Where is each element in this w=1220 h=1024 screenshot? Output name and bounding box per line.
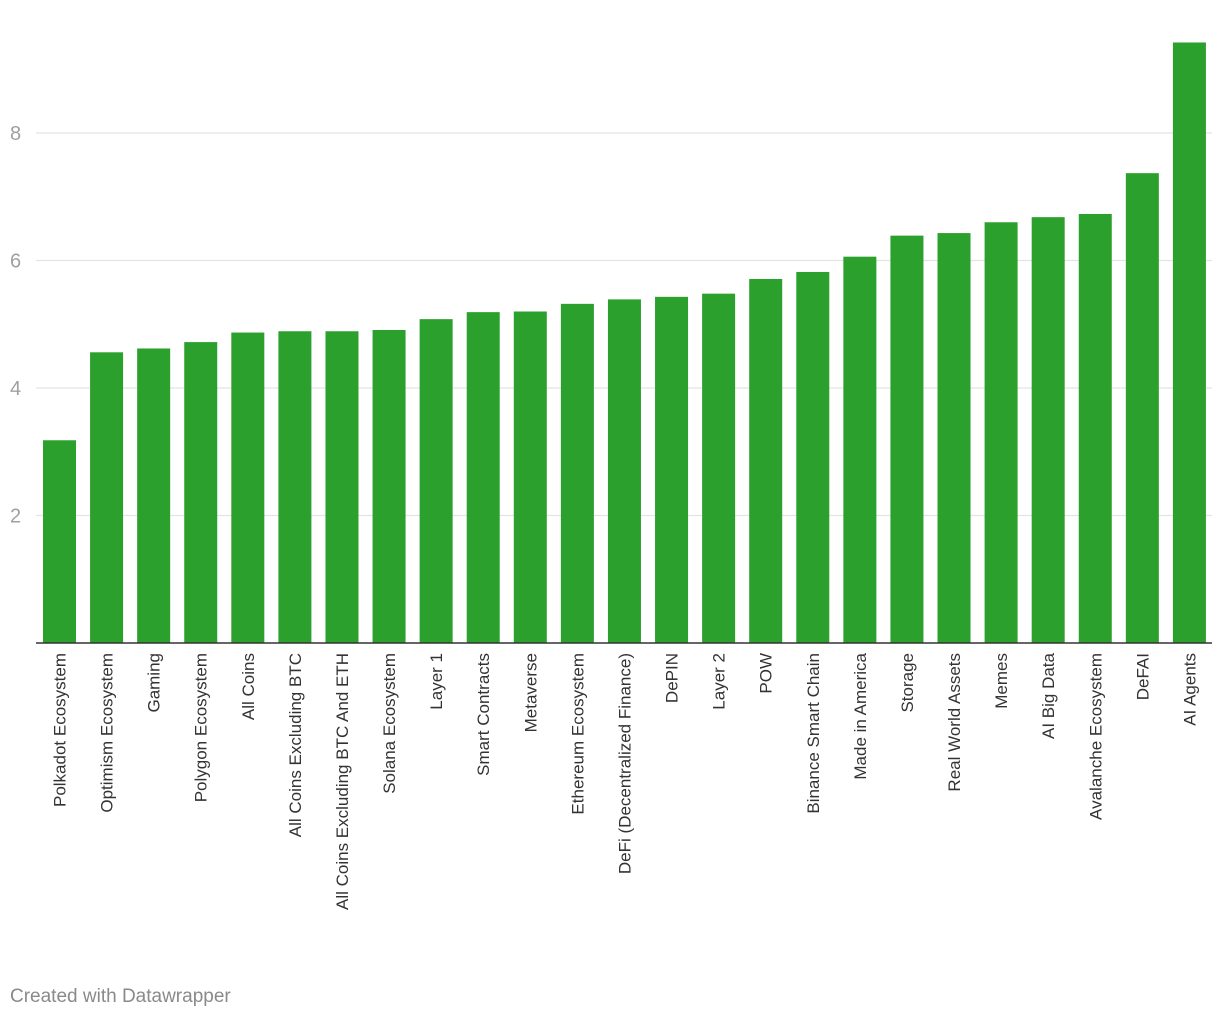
bar[interactable] [231,332,265,643]
bar[interactable] [466,312,500,643]
category-label: Polygon Ecosystem [192,653,211,802]
bar[interactable] [1078,213,1112,643]
y-tick-label: 8 [10,123,21,145]
category-label: Solana Ecosystem [380,653,399,794]
bar-chart: 2 4 6 8 Polkadot Ecosystem Optimism Ecosyste… [10,42,1212,910]
bar[interactable] [419,319,453,643]
category-label: Made in America [851,652,870,779]
category-label: Optimism Ecosystem [98,653,117,813]
category-label: AI Big Data [1039,652,1058,739]
bar[interactable] [90,352,124,643]
bar[interactable] [937,233,971,643]
category-label: AI Agents [1180,653,1199,726]
category-label: DePIN [663,653,682,703]
bar[interactable] [560,303,594,643]
category-label: DeFAI [1133,653,1152,700]
category-label: Real World Assets [945,653,964,792]
bar[interactable] [796,271,830,643]
bar[interactable] [278,331,312,643]
category-label: Layer 2 [710,653,729,710]
category-label: Gaming [145,653,164,713]
bars [43,42,1206,644]
category-label: All Coins Excluding BTC [286,653,305,837]
bar[interactable] [372,329,406,643]
bar[interactable] [1125,173,1159,643]
bar[interactable] [184,342,218,643]
bar[interactable] [607,299,641,643]
category-label: Polkadot Ecosystem [51,653,70,807]
category-label: All Coins [239,653,258,720]
bar[interactable] [702,293,736,643]
bar[interactable] [1172,42,1206,644]
category-label: Storage [898,653,917,713]
category-label: Metaverse [521,653,540,732]
bar[interactable] [43,440,76,643]
category-label: Layer 1 [427,653,446,710]
bar[interactable] [843,256,877,643]
category-label: Smart Contracts [474,653,493,776]
category-label: Ethereum Ecosystem [568,653,587,815]
category-label: DeFi (Decentralized Finance) [615,653,634,874]
y-tick-label: 6 [10,251,21,273]
bar[interactable] [984,222,1018,643]
category-label: Memes [992,653,1011,709]
bar[interactable] [890,235,924,643]
credit-text[interactable]: Created with Datawrapper [10,986,231,1007]
bar[interactable] [137,348,171,643]
y-tick-label: 4 [10,378,21,400]
x-axis: Polkadot Ecosystem Optimism Ecosystem Gami… [36,642,1212,910]
category-label: Binance Smart Chain [804,653,823,814]
bar[interactable] [655,296,689,643]
category-label: Avalanche Ecosystem [1086,653,1105,820]
category-label: All Coins Excluding BTC And ETH [333,653,352,910]
y-tick-label: 2 [10,506,21,528]
bar[interactable] [325,331,359,643]
bar[interactable] [513,311,547,644]
bar[interactable] [1031,217,1065,643]
category-label: POW [757,653,776,694]
bar[interactable] [749,278,783,643]
